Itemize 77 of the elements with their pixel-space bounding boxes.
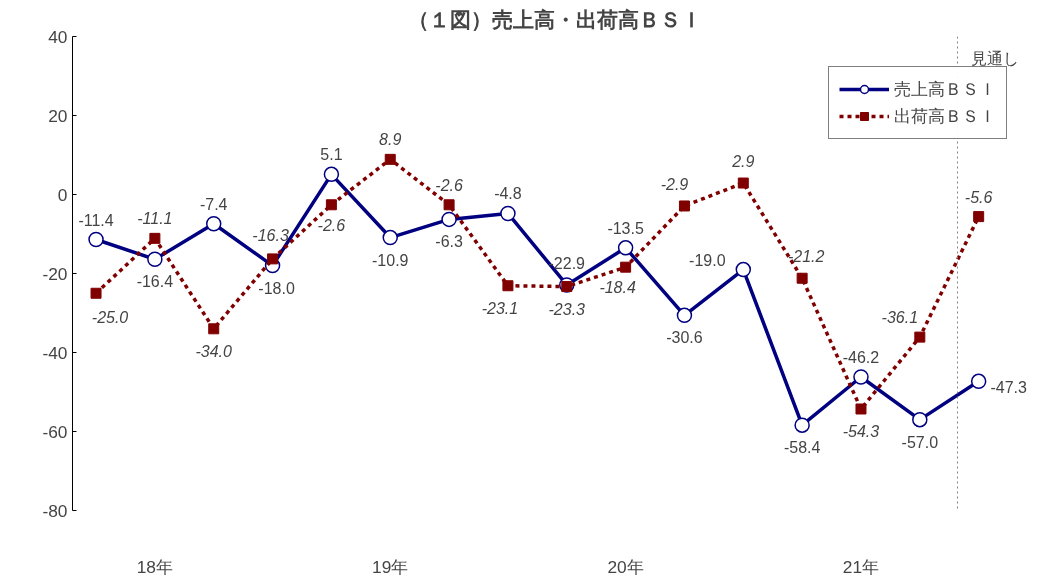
- data-label: -6.3: [435, 233, 463, 251]
- data-label: -54.3: [842, 422, 880, 440]
- data-label: -22.9: [548, 254, 586, 272]
- data-label: -34.0: [195, 342, 233, 360]
- point: [678, 200, 690, 212]
- point: [443, 199, 455, 211]
- y-tick-label: 40: [48, 26, 68, 47]
- data-label: -30.6: [666, 329, 703, 347]
- data-label: -11.1: [137, 210, 173, 228]
- data-label: 5.1: [320, 146, 343, 164]
- data-label: -21.2: [787, 248, 825, 266]
- y-tick-label: -80: [42, 500, 68, 521]
- data-label: 2.9: [731, 153, 755, 171]
- data-label: -46.2: [842, 348, 880, 366]
- point: [382, 229, 398, 246]
- point: [561, 281, 573, 293]
- data-label: 8.9: [379, 131, 402, 149]
- y-tick-label: -40: [42, 342, 68, 363]
- y-tick-label: 0: [57, 184, 68, 205]
- legend-label: 売上高ＢＳＩ: [894, 78, 996, 101]
- point: [502, 280, 514, 292]
- data-label: -7.4: [199, 195, 228, 213]
- data-label: -23.3: [548, 300, 586, 318]
- data-label: -16.4: [136, 273, 174, 291]
- point: [500, 205, 516, 222]
- y-tick-label: -20: [42, 263, 68, 284]
- point: [323, 166, 340, 183]
- x-tick-label: 20年: [607, 556, 644, 577]
- data-label: -4.8: [494, 185, 522, 203]
- x-tick-label: 21年: [842, 556, 880, 577]
- point: [794, 417, 810, 433]
- point: [914, 331, 926, 343]
- point: [147, 251, 163, 268]
- data-label: -13.5: [607, 219, 644, 237]
- data-label: -58.4: [783, 439, 821, 457]
- data-label: -2.9: [660, 175, 689, 193]
- annotation: 見通し: [971, 49, 1020, 67]
- x-tick-label: 18年: [136, 556, 174, 577]
- point: [973, 211, 985, 223]
- point: [267, 253, 279, 265]
- point: [208, 323, 220, 335]
- point: [620, 261, 632, 273]
- data-label: -5.6: [964, 188, 993, 206]
- data-label: -2.6: [317, 216, 346, 234]
- point: [737, 177, 749, 189]
- point: [441, 211, 457, 228]
- data-label: -2.6: [435, 176, 463, 194]
- data-label: -16.3: [252, 226, 289, 244]
- point: [325, 199, 337, 211]
- point: [149, 232, 161, 244]
- point: [912, 411, 928, 428]
- data-label: -23.1: [481, 299, 519, 317]
- point: [796, 272, 808, 284]
- data-label: -18.4: [599, 279, 636, 297]
- point: [384, 153, 396, 165]
- point: [735, 261, 752, 278]
- data-label: -18.0: [258, 279, 295, 297]
- data-label: -47.3: [990, 379, 1027, 397]
- data-label: -11.4: [78, 211, 114, 229]
- point: [617, 240, 634, 256]
- point: [853, 369, 869, 385]
- legend-label: 出荷高ＢＳＩ: [894, 105, 996, 128]
- y-tick-label: -60: [42, 421, 68, 442]
- data-label: -19.0: [689, 251, 726, 269]
- data-label: -57.0: [901, 433, 939, 451]
- data-label: -25.0: [91, 309, 129, 327]
- point: [205, 215, 222, 232]
- y-tick-label: 20: [48, 105, 68, 126]
- x-tick-label: 19年: [372, 556, 409, 577]
- chart-title: （１図）売上高・出荷高ＢＳＩ: [408, 7, 702, 32]
- point: [88, 231, 104, 248]
- data-label: -10.9: [372, 251, 409, 269]
- point: [855, 403, 867, 415]
- point: [970, 373, 987, 390]
- point: [676, 307, 693, 324]
- point: [90, 287, 102, 299]
- data-label: -36.1: [881, 309, 919, 327]
